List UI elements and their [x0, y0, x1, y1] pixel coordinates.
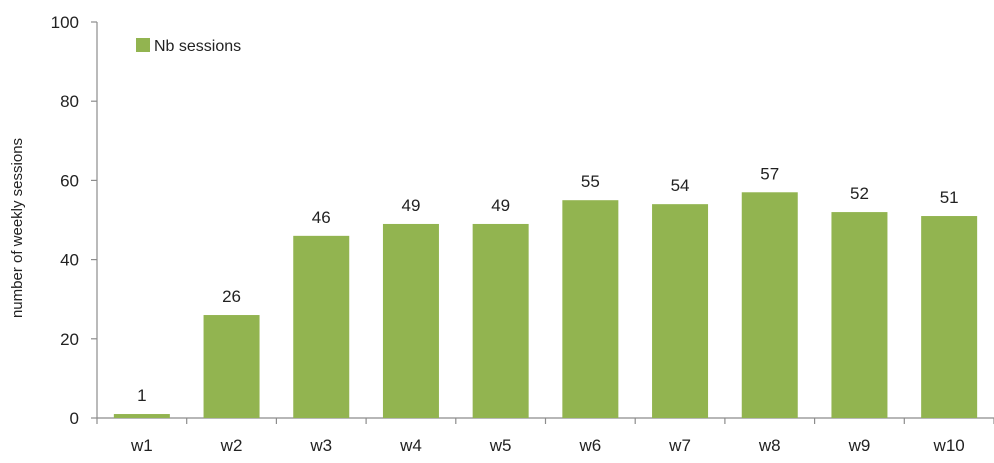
bar-w5: [472, 223, 529, 418]
data-label-w1: 1: [137, 386, 146, 405]
x-tick-label: w4: [399, 436, 422, 455]
x-tick-label: w10: [933, 436, 965, 455]
data-label-w5: 49: [491, 196, 510, 215]
bar-w2: [203, 315, 260, 418]
x-tick-label: w6: [578, 436, 601, 455]
legend-swatch: [136, 38, 150, 52]
data-label-w6: 55: [581, 172, 600, 191]
y-tick-label: 100: [51, 13, 79, 32]
y-tick-label: 20: [60, 330, 79, 349]
data-labels: 1 26 46 49 49 55 54 57 52 51: [137, 164, 958, 405]
bar-w7: [652, 204, 709, 418]
y-tick-label: 80: [60, 92, 79, 111]
y-tick-label: 60: [60, 171, 79, 190]
bar-w6: [562, 200, 619, 418]
bar-w9: [831, 212, 888, 418]
x-tick-label: w5: [489, 436, 512, 455]
bar-w4: [382, 223, 439, 418]
y-axis: 0 20 40 60 80 100: [51, 13, 98, 428]
x-tick-label: w3: [309, 436, 332, 455]
y-tick-label: 40: [60, 251, 79, 270]
bars: [113, 192, 978, 418]
data-label-w2: 26: [222, 287, 241, 306]
data-label-w7: 54: [671, 176, 690, 195]
y-tick-label: 0: [70, 409, 79, 428]
x-tick-label: w7: [668, 436, 691, 455]
data-label-w10: 51: [940, 188, 959, 207]
bar-w8: [741, 192, 798, 418]
legend-label: Nb sessions: [154, 38, 241, 55]
x-tick-label: w9: [848, 436, 871, 455]
legend: Nb sessions: [136, 38, 241, 55]
bar-w10: [921, 216, 978, 418]
bar-w3: [293, 235, 350, 418]
data-label-w8: 57: [760, 164, 779, 183]
bar-w1: [113, 414, 170, 418]
data-label-w4: 49: [401, 196, 420, 215]
data-label-w3: 46: [312, 208, 331, 227]
data-label-w9: 52: [850, 184, 869, 203]
x-tick-label: w8: [758, 436, 781, 455]
x-tick-label: w1: [130, 436, 153, 455]
x-tick-label: w2: [220, 436, 243, 455]
x-axis: w1 w2 w3 w4 w5 w6 w7 w8 w9 w10: [96, 417, 994, 455]
y-axis-title: number of weekly sessions: [9, 138, 26, 318]
